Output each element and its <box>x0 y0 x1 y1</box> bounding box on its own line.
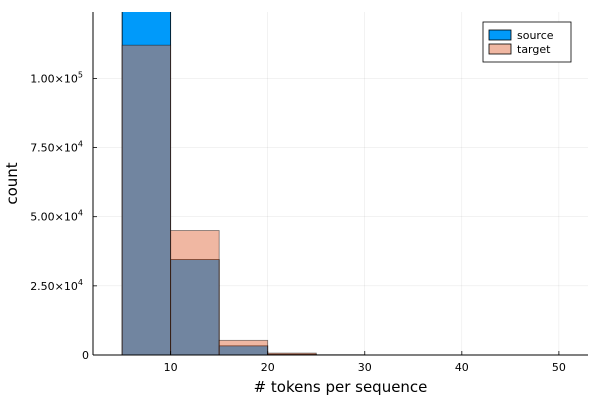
x-tick-label: 40 <box>455 361 469 374</box>
y-tick-label: 0 <box>82 349 89 362</box>
series-target <box>121 44 560 355</box>
x-axis-label: # tokens per sequence <box>254 378 428 396</box>
legend-box <box>482 21 572 63</box>
bar-target <box>121 44 172 355</box>
y-tick-label: 5.00×104 <box>30 209 83 224</box>
x-tick-label: 30 <box>358 361 372 374</box>
axes <box>92 12 588 356</box>
x-tick-label: 20 <box>261 361 275 374</box>
legend-swatch-source <box>488 29 512 41</box>
y-tick-label: 2.50×104 <box>30 278 83 293</box>
legend-label-target: target <box>517 43 551 56</box>
legend-swatch-target <box>488 43 512 55</box>
y-tick-label: 7.50×104 <box>30 140 83 155</box>
y-tick-label: 1.00×105 <box>30 70 83 85</box>
y-axis-ticks: 0 2.50×104 5.00×104 7.50×104 1.00×105 <box>30 70 97 362</box>
x-axis-ticks: 10 20 30 40 50 <box>164 351 566 374</box>
bar-target <box>170 230 220 355</box>
bars <box>121 12 560 355</box>
x-tick-label: 10 <box>164 361 178 374</box>
x-tick-label: 50 <box>552 361 566 374</box>
bar-target <box>218 339 269 355</box>
y-axis-label: count <box>3 162 21 204</box>
legend-label-source: source <box>517 29 554 42</box>
